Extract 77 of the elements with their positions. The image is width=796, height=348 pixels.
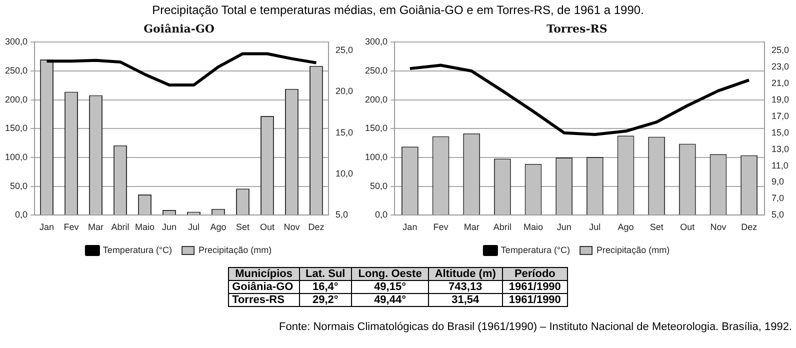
y-tick-label: 150,0 [364,123,388,134]
x-tick-label: Mar [464,222,480,232]
y2-tick-label: 17,0 [771,110,790,121]
y2-tick-label: 13,0 [771,144,790,154]
x-tick-label: Dez [308,222,325,232]
text: 29,2° [312,294,338,306]
y2-tick-label: 20,0 [335,86,354,96]
x-tick-label: Ago [618,222,634,232]
x-tick-label: Fev [433,222,449,232]
text: 16,4° [312,281,338,293]
y-tick-label: 150,0 [4,123,28,134]
y-tick-label: 200,0 [364,94,388,104]
category-label: Goiânia-GO [232,281,294,293]
y2-tick-label: 25,0 [771,44,790,55]
y2-tick-label: 25,0 [335,44,354,55]
y-tick-label: 250,0 [364,66,388,76]
chart-title: Goiânia-GO [144,22,215,36]
category-label: Long. Oeste [352,268,428,280]
y2-tick-label: 15,0 [335,127,354,138]
text: Precipitação Total e temperaturas médias, em Goiânia-GO e em Torres-RS, de 1961 a 1990. [151,2,645,19]
legend-label: Temperatura (°C) [102,244,172,255]
x-tick-label: Fev [64,222,80,232]
x-tick-label: Jul [188,222,200,232]
category-label: Municípios [228,268,300,280]
category-label: Período [502,268,568,280]
category-label: Lat. Sul [299,268,352,280]
x-tick-label: Nov [284,222,300,232]
y-tick-label: 300,0 [364,36,388,47]
x-tick-label: Dez [741,222,758,232]
text: 49,44° [374,294,406,306]
y-tick-label: 50,0 [370,180,388,191]
text: 1961/1990 [508,294,561,306]
x-tick-label: Jun [556,222,572,232]
legend-label: Precipitação (mm) [596,244,670,255]
category-label: Altitude (m) [428,268,502,280]
category-label: Torres-RS [232,294,284,306]
x-tick-label: Maio [524,222,544,232]
y2-tick-label: 5,0 [771,210,784,220]
y-tick-label: 50,0 [10,180,28,191]
y-tick-label: 100,0 [364,152,388,162]
x-tick-label: Out [680,222,696,232]
text: 31,54 [452,294,480,306]
x-tick-label: Set [236,222,250,232]
y2-tick-label: 9,0 [771,176,784,187]
x-tick-label: Jan [40,222,54,232]
chart-title: Torres-RS [546,22,608,36]
x-tick-label: Maio [135,222,155,232]
legend-label: Temperatura (°C) [500,244,570,255]
x-tick-label: Abril [111,222,130,232]
legend-label: Precipitação (mm) [198,244,272,255]
y2-tick-label: 21,0 [771,78,790,88]
x-tick-label: Jan [402,222,418,232]
y2-tick-label: 15,0 [771,127,790,138]
y2-tick-label: 5,0 [335,210,348,220]
x-tick-label: Abril [493,222,512,232]
y2-tick-label: 10,0 [335,168,354,178]
x-tick-label: Jul [589,222,601,232]
y-tick-label: 200,0 [4,94,28,104]
x-tick-label: Out [260,222,275,232]
text: 49,15° [374,281,406,293]
x-tick-label: Jun [162,222,177,232]
y-tick-label: 250,0 [4,66,28,76]
y-tick-label: 300,0 [4,36,28,47]
y-tick-label: 0,0 [375,210,388,220]
x-tick-label: Ago [210,222,226,232]
x-tick-label: Nov [710,222,727,232]
y2-tick-label: 11,0 [771,160,788,170]
y-tick-label: 100,0 [4,152,28,162]
y-tick-label: 0,0 [15,210,28,220]
x-tick-label: Mar [88,222,104,232]
y2-tick-label: 7,0 [771,193,784,204]
x-tick-label: Set [650,222,664,232]
source-note: Fonte: Normais Climatológicas do Brasil (1961/1990) – Instituto Nacional de Meteorologia. Brasília, 1992. [278,321,793,333]
text: 743,13 [448,281,482,293]
y2-tick-label: 23,0 [771,61,790,72]
y2-tick-label: 19,0 [771,94,790,104]
text: 1961/1990 [508,281,561,293]
